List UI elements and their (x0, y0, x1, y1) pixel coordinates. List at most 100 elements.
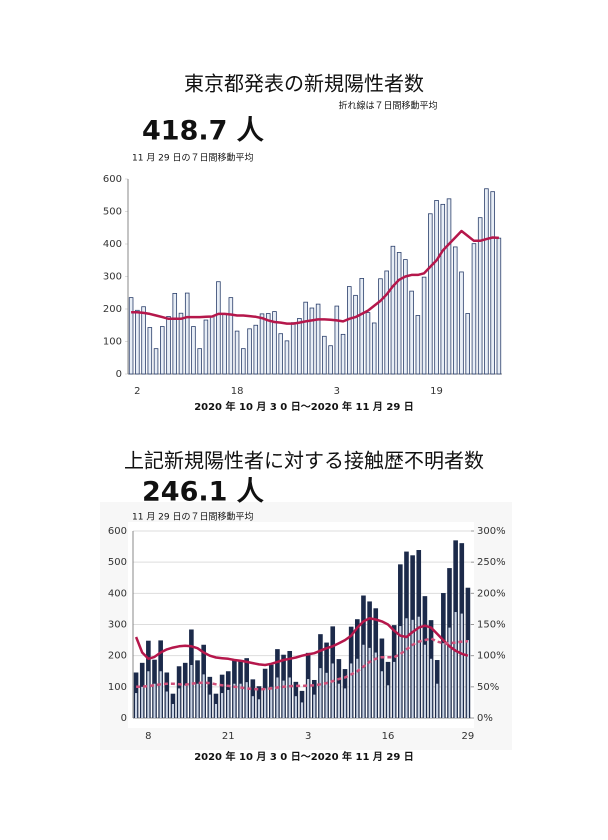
bar (359, 278, 365, 375)
bar (313, 694, 316, 718)
y-tick-label: 600 (108, 526, 127, 537)
y2-tick-label: 200% (477, 588, 506, 599)
bar (442, 643, 445, 718)
bar (448, 627, 451, 718)
x-tick-label: 29 (462, 731, 475, 742)
y-tick-label: 300 (108, 620, 127, 631)
bar (300, 702, 304, 718)
bar (371, 322, 377, 375)
bar (477, 217, 483, 375)
bar (159, 671, 162, 718)
bar (282, 680, 285, 718)
bar (190, 665, 193, 718)
bar (203, 319, 209, 375)
y2-tick-label: 150% (477, 620, 506, 631)
bar (216, 281, 221, 375)
bar (409, 290, 414, 375)
bar (386, 685, 390, 718)
bar (178, 312, 184, 375)
bar (490, 191, 495, 375)
bar (405, 618, 408, 718)
line (131, 229, 499, 325)
bar (331, 663, 334, 718)
bar (153, 683, 156, 718)
bar (141, 686, 144, 718)
bar (368, 647, 371, 718)
bar (417, 616, 420, 718)
y-tick-label: 300 (103, 272, 122, 283)
x-tick-label: 18 (231, 386, 244, 397)
bar (234, 330, 240, 375)
bar (459, 271, 464, 375)
bar (208, 694, 211, 718)
bar (153, 348, 159, 375)
headline-note: 11 月 29 日の７日間移動平均 (132, 152, 254, 164)
bar (202, 674, 205, 718)
bar (460, 613, 463, 718)
bar (411, 619, 414, 718)
bar (423, 644, 426, 718)
bar (241, 348, 246, 375)
bar (309, 307, 315, 375)
bar (337, 683, 340, 718)
bar (147, 327, 153, 375)
bar (128, 297, 134, 375)
bar (227, 689, 230, 718)
bar (484, 188, 489, 375)
bar (134, 693, 138, 718)
y-tick-label: 0 (121, 713, 127, 724)
bar (322, 335, 327, 375)
bar (284, 340, 290, 375)
bar (265, 313, 271, 375)
bar (446, 198, 452, 375)
bar (251, 696, 254, 718)
bar (353, 294, 358, 375)
bar (421, 276, 427, 375)
bar (290, 322, 296, 375)
bar (272, 311, 277, 375)
bar (396, 252, 402, 375)
bar (245, 682, 248, 718)
y2-tick-label: 50% (477, 682, 499, 693)
x-tick-label: 19 (430, 386, 443, 397)
bar (165, 691, 168, 718)
bar (429, 658, 433, 718)
bar (452, 246, 458, 375)
bar (403, 259, 408, 375)
bar (221, 693, 224, 718)
bar (340, 333, 346, 375)
bar (141, 306, 146, 375)
y-tick-label: 500 (108, 557, 127, 568)
chart-title: 上記新規陽性者に対する接触歴不明者数 (124, 449, 484, 473)
line (134, 617, 469, 667)
y-tick-label: 400 (103, 239, 122, 250)
bar (147, 671, 150, 718)
bar (276, 677, 279, 718)
bar (465, 313, 470, 375)
bar (496, 237, 502, 375)
x-tick-label: 3 (305, 731, 311, 742)
x-tick-label: 2 (134, 386, 140, 397)
y-tick-label: 0 (116, 369, 122, 380)
x-tick-label: 21 (222, 731, 235, 742)
bar (343, 688, 347, 718)
bar (415, 315, 421, 375)
y-tick-label: 100 (108, 682, 127, 693)
chart-title: 東京都発表の新規陽性者数 (184, 72, 424, 96)
bar (184, 685, 187, 718)
line (136, 637, 468, 691)
caption: 2020 年 10 月 3 0 日～2020 年 11 月 29 日 (194, 750, 414, 763)
bar (334, 305, 340, 375)
bar (278, 333, 283, 375)
y2-tick-label: 0% (477, 713, 493, 724)
headline-note: 11 月 29 日の７日間移動平均 (132, 511, 254, 523)
bar (294, 696, 297, 718)
bar (264, 688, 267, 718)
bar (247, 328, 252, 375)
bar (172, 292, 178, 375)
bar (307, 679, 310, 718)
bar (191, 326, 196, 375)
bar (135, 309, 140, 375)
bar (178, 688, 181, 718)
